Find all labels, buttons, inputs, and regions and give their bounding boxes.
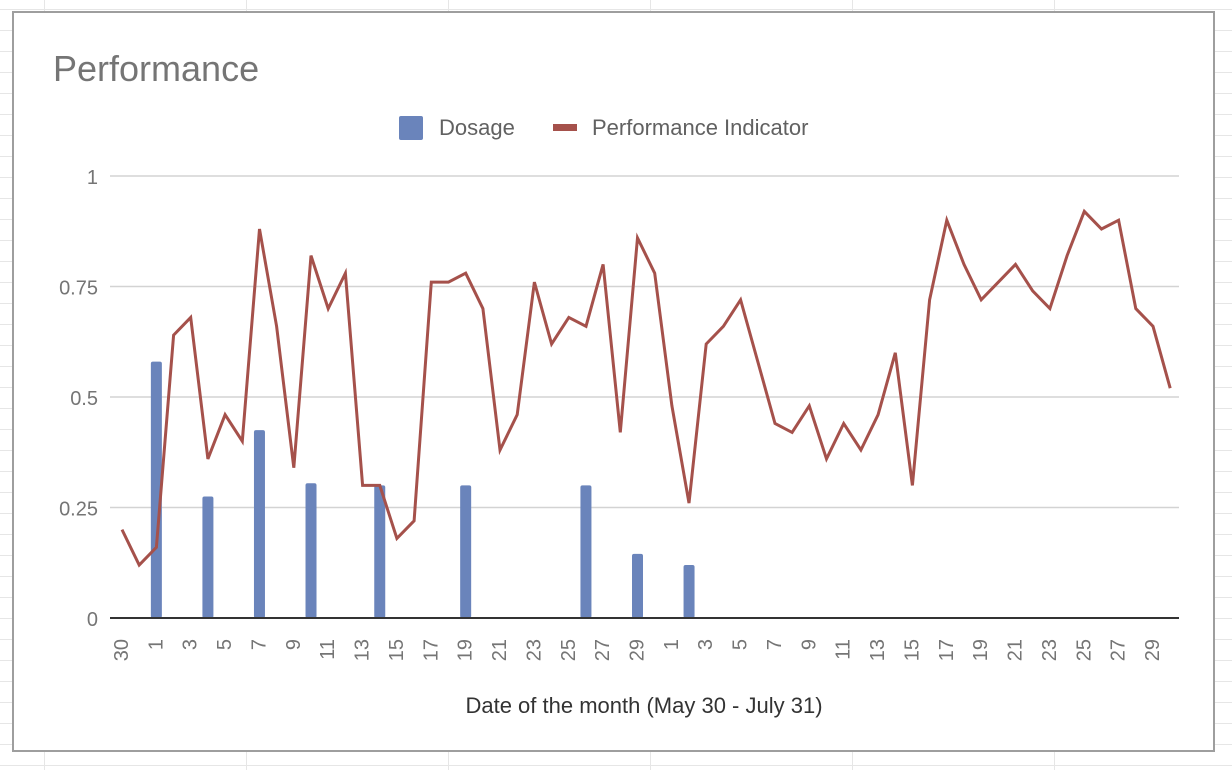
gridlines (110, 175, 1179, 509)
y-tick-label: 0.75 (59, 278, 98, 300)
chart-card: Performance Dosage Performance Indicator… (12, 11, 1215, 752)
x-tick-label: 19 (970, 639, 992, 661)
legend-label-performance-indicator: Performance Indicator (592, 115, 808, 140)
x-tick-label: 30 (111, 639, 133, 661)
x-tick-label: 29 (1142, 639, 1164, 661)
y-tick-label: 0 (87, 609, 98, 631)
x-tick-label: 15 (901, 639, 923, 661)
dosage-bar (632, 553, 643, 618)
y-axis-tick-labels: 0 0.25 0.5 0.75 1 (59, 167, 98, 631)
dosage-bar (202, 496, 214, 618)
x-tick-label: 1 (661, 639, 683, 650)
x-tick-label: 1 (145, 639, 167, 650)
dosage-bar (305, 483, 317, 618)
dosage-bars (150, 361, 695, 618)
x-tick-label: 17 (420, 639, 442, 661)
x-axis-title: Date of the month (May 30 - July 31) (465, 693, 822, 718)
dosage-bar (253, 430, 265, 618)
x-tick-label: 21 (489, 639, 511, 661)
x-tick-label: 3 (695, 639, 717, 650)
dosage-bar (460, 485, 472, 618)
performance-indicator-line (120, 208, 1172, 568)
x-axis-tick-labels: 30 1 3 5 7 9 11 13 15 17 19 21 23 25 27 29 1 3 5 7 9 11 13 15 17… (111, 639, 1164, 661)
x-tick-label: 23 (523, 639, 545, 661)
x-tick-label: 13 (867, 639, 889, 661)
x-tick-label: 29 (627, 639, 649, 661)
legend[interactable]: Dosage Performance Indicator (399, 115, 808, 140)
x-tick-label: 13 (352, 639, 374, 661)
x-tick-label: 3 (180, 639, 202, 650)
performance-chart: Performance Dosage Performance Indicator… (53, 48, 1179, 718)
chart-title: Performance (53, 48, 259, 89)
dosage-bar (150, 361, 162, 618)
x-tick-label: 15 (386, 639, 408, 661)
x-tick-label: 25 (1073, 639, 1095, 661)
x-tick-label: 27 (592, 639, 614, 661)
x-tick-label: 11 (833, 639, 855, 660)
legend-swatch-performance-indicator (553, 124, 577, 131)
dosage-bar (580, 485, 592, 618)
legend-label-dosage: Dosage (439, 115, 515, 140)
y-tick-label: 1 (87, 167, 98, 189)
x-tick-label: 9 (283, 639, 305, 650)
x-tick-label: 19 (455, 639, 477, 661)
y-tick-label: 0.5 (70, 388, 98, 410)
x-tick-label: 25 (558, 639, 580, 661)
x-tick-label: 21 (1005, 639, 1027, 661)
x-tick-label: 11 (317, 639, 339, 660)
x-tick-label: 7 (764, 639, 786, 650)
dosage-bar (683, 564, 695, 618)
performance-line-layer (120, 208, 1172, 568)
legend-swatch-dosage (399, 116, 423, 140)
dosage-bar (374, 485, 386, 618)
x-tick-label: 5 (730, 639, 752, 650)
y-tick-label: 0.25 (59, 499, 98, 521)
x-tick-label: 5 (214, 639, 236, 650)
x-tick-label: 9 (798, 639, 820, 650)
x-tick-label: 7 (248, 639, 270, 650)
x-tick-label: 17 (936, 639, 958, 661)
x-tick-label: 23 (1039, 639, 1061, 661)
x-tick-label: 27 (1108, 639, 1130, 661)
